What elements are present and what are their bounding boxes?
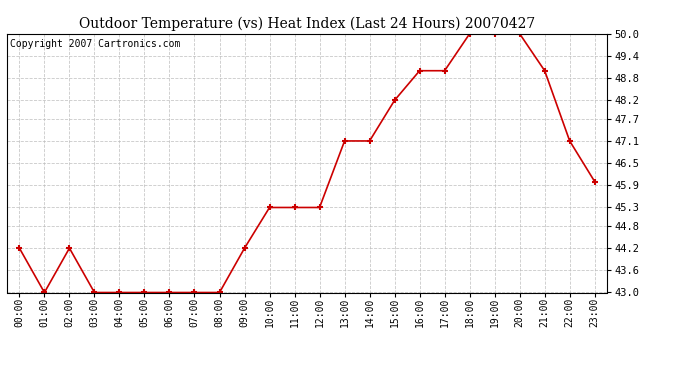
Title: Outdoor Temperature (vs) Heat Index (Last 24 Hours) 20070427: Outdoor Temperature (vs) Heat Index (Las…: [79, 17, 535, 31]
Text: Copyright 2007 Cartronics.com: Copyright 2007 Cartronics.com: [10, 39, 180, 49]
